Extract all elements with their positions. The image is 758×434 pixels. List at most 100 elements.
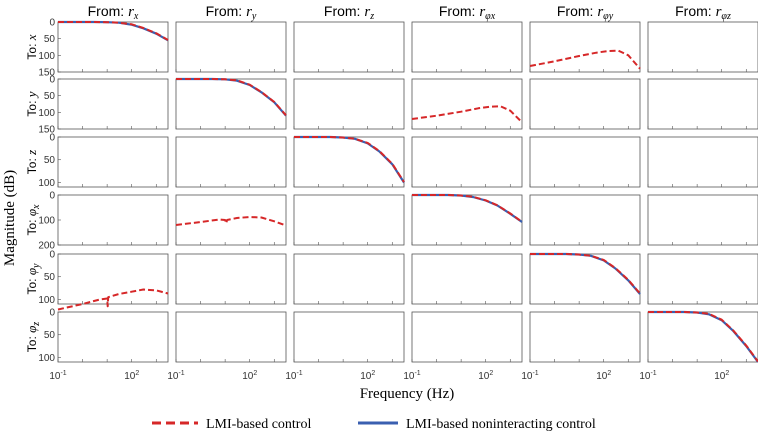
y-tick-label: 0 [49, 133, 55, 144]
panel-r3-c2 [293, 194, 405, 246]
x-tick-label: 10-1 [285, 370, 302, 382]
row-label: To: φx [24, 204, 42, 236]
panel-r5-c0: 0 50 100 [38, 308, 169, 364]
y-tick-label: 0 [49, 250, 55, 261]
y-tick-label: 0 [49, 191, 55, 202]
x-tick-label: 10-1 [521, 370, 538, 382]
panel-frame [293, 21, 405, 73]
panel-frame [529, 136, 641, 188]
curve-lmi-control [530, 253, 641, 295]
curve-lmi-control [176, 78, 287, 116]
y-tick-label: 100 [38, 178, 55, 189]
x-tick-label: 102 [596, 370, 611, 382]
y-tick-label: 50 [44, 272, 56, 283]
x-tick-label: 10-1 [403, 370, 420, 382]
panel-frame [529, 78, 641, 130]
panel-r1-c2 [293, 78, 405, 130]
panel-r2-c4 [529, 136, 641, 188]
subplot-grid: 0501001500501001500501000100200050100050… [38, 18, 758, 364]
y-tick-label: 200 [38, 241, 55, 252]
y-tick-label: 50 [44, 330, 56, 341]
curve-lmi-control [58, 21, 169, 41]
panel-frame [529, 194, 641, 246]
legend-label-lmi-control: LMI-based control [206, 417, 311, 432]
curve-lmi-control [294, 136, 405, 183]
curve-lmi-control [529, 49, 641, 70]
row-label: To: x [24, 34, 39, 59]
panel-r0-c2 [293, 21, 405, 73]
panel-r0-c0: 0 50 100 150 [38, 18, 169, 79]
y-tick-label: 150 [38, 68, 55, 79]
panel-frame [293, 78, 405, 130]
panel-frame [175, 21, 287, 73]
x-tick-label: 10-1 [639, 370, 656, 382]
panel-frame [293, 311, 405, 363]
panel-frame [411, 21, 523, 73]
y-tick-label: 0 [49, 18, 55, 29]
panel-r1-c4 [529, 78, 641, 130]
panel-r4-c2 [293, 253, 405, 305]
panel-frame [175, 136, 287, 188]
panel-r5-c4 [529, 311, 641, 363]
y-tick-label: 100 [38, 108, 55, 119]
panel-frame [411, 194, 523, 246]
panel-r3-c0: 0 100 200 [38, 191, 169, 252]
panel-frame [175, 194, 287, 246]
panel-r4-c3 [411, 253, 523, 305]
curve-lmi-control [411, 105, 523, 124]
row-label: To: φz [24, 322, 42, 353]
column-title: From: rφy [557, 3, 614, 22]
panel-frame [647, 21, 758, 73]
x-tick-label: 102 [242, 370, 257, 382]
panel-r3-c4 [529, 194, 641, 246]
row-label: To: φy [24, 263, 42, 295]
panel-frame [529, 311, 641, 363]
panel-frame [647, 194, 758, 246]
panel-r1-c1 [175, 78, 287, 130]
panel-frame [175, 311, 287, 363]
y-tick-label: 50 [44, 91, 56, 102]
panel-r4-c0: 0 50 100 [38, 250, 169, 306]
panel-frame [57, 311, 169, 363]
y-tick-label: 50 [44, 34, 56, 45]
panel-r0-c5 [647, 21, 758, 73]
panel-frame [647, 136, 758, 188]
panel-r0-c1 [175, 21, 287, 73]
legend: LMI-based control LMI-based noninteracti… [152, 417, 596, 432]
panel-r2-c0: 0 50 100 [38, 133, 169, 189]
panel-frame [529, 21, 641, 73]
row-label: To: z [24, 150, 39, 174]
x-tick-label: 102 [714, 370, 729, 382]
panel-r1-c5 [647, 78, 758, 130]
panel-frame [57, 194, 169, 246]
column-title: From: ry [206, 3, 257, 22]
panel-frame [293, 194, 405, 246]
panel-r4-c4 [529, 253, 641, 305]
y-tick-label: 150 [38, 125, 55, 136]
panel-frame [57, 21, 169, 73]
panel-r5-c2 [293, 311, 405, 363]
x-tick-label: 10-1 [167, 370, 184, 382]
curve-lmi-control [412, 194, 523, 223]
panel-r5-c3 [411, 311, 523, 363]
y-tick-label: 0 [49, 308, 55, 319]
row-label: To: y [24, 91, 39, 116]
panel-frame [647, 311, 758, 363]
panel-r1-c3 [411, 78, 523, 130]
panel-r0-c3 [411, 21, 523, 73]
x-tick-label: 102 [124, 370, 139, 382]
y-tick-label: 100 [38, 216, 55, 227]
panel-frame [175, 253, 287, 305]
panel-r3-c5 [647, 194, 758, 246]
row-labels: To: x To: y To: z To: φx To: φy To: φz [24, 34, 42, 352]
column-title: From: rx [88, 3, 139, 22]
panel-frame [529, 253, 641, 305]
panel-frame [411, 136, 523, 188]
panel-r2-c5 [647, 136, 758, 188]
panel-r5-c1 [175, 311, 287, 363]
column-title: From: rφz [675, 3, 731, 22]
panel-frame [411, 78, 523, 130]
panel-frame [57, 136, 169, 188]
x-tick-label: 10-1 [49, 370, 66, 382]
